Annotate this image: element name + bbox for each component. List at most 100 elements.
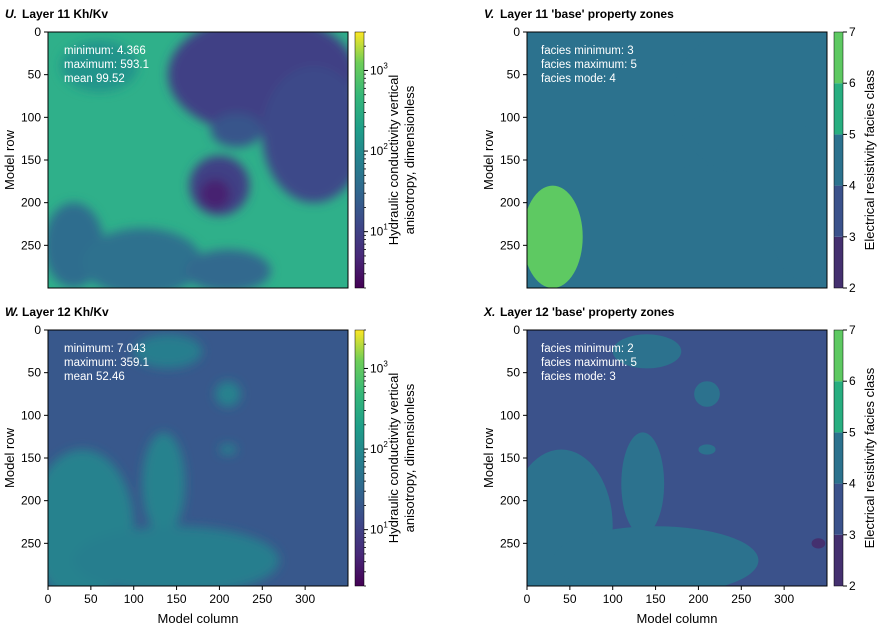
panel-w-region-6 — [133, 334, 203, 369]
panel-x-x-axis: 0 50 100 150 200 250 300 — [524, 586, 794, 606]
colorbar-tick-label: 5 — [849, 127, 856, 141]
y-tick-label: 0 — [513, 323, 520, 337]
x-tick-label: 0 — [45, 592, 52, 606]
panel-v-title: V. Layer 11 'base' property zones — [484, 7, 674, 21]
panel-v-colorbar-frame — [833, 31, 844, 289]
panel-x-y-axis: 0 50 100 150 200 250 — [500, 323, 527, 550]
panel-v-region-3 — [668, 164, 729, 224]
colorbar-tick-label: 7 — [849, 323, 856, 337]
colorbar-tick-label: 4 — [849, 477, 856, 491]
y-tick-label: 250 — [500, 536, 520, 550]
colorbar-class-swatch — [834, 236, 843, 288]
y-tick-label: 200 — [500, 196, 520, 210]
panel-w-colorbar-ticks: 101 102 103 — [364, 329, 388, 587]
x-tick-label: 200 — [688, 592, 708, 606]
y-tick-label: 150 — [21, 153, 41, 167]
panel-u-colorbar-label-line2: anisotropy, dimensionless — [402, 85, 417, 234]
panel-u-stat-mean: mean 99.52 — [64, 73, 125, 85]
y-tick-label: 250 — [500, 238, 520, 252]
panel-x-letter: X. — [483, 305, 495, 319]
panel-v-colorbar-ticks: 2 3 4 5 6 7 — [843, 25, 856, 295]
panel-v-region-5 — [527, 185, 583, 288]
panel-u-title: U. Layer 11 Kh/Kv — [5, 7, 108, 21]
colorbar-class-swatch — [834, 185, 843, 237]
panel-x-region-2 — [621, 432, 665, 535]
panel-u-region-6 — [210, 113, 263, 148]
panel-u-region-3 — [262, 66, 348, 203]
x-tick-label: 250 — [252, 592, 272, 606]
panel-u-title-text: Layer 11 Kh/Kv — [22, 7, 108, 21]
colorbar-tick-label: 2 — [849, 579, 856, 593]
panel-u-colorbar-label: Hydraulic conductivity vertical anisotro… — [386, 75, 417, 246]
panel-v: V. Layer 11 'base' property zones 0 50 100… — [481, 7, 877, 295]
y-tick-label: 150 — [500, 153, 520, 167]
panel-v-stat-min: facies minimum: 3 — [541, 45, 634, 57]
y-tick-label: 150 — [500, 451, 520, 465]
y-tick-label: 0 — [34, 323, 41, 337]
panel-w-x-axis: 0 50 100 150 200 250 300 — [45, 586, 315, 606]
panel-x-title: X. Layer 12 'base' property zones — [483, 305, 675, 319]
panel-x-region-4 — [694, 381, 720, 407]
colorbar-class-swatch — [834, 330, 843, 382]
panel-v-colorbar-label: Electrical resistivity facies class — [862, 69, 877, 250]
colorbar-class-swatch — [834, 534, 843, 586]
x-tick-label: 300 — [295, 592, 315, 606]
panel-w-stats: minimum: 7.043 maximum: 359.1 mean 52.46 — [64, 343, 149, 383]
colorbar-tick-label: 101 — [370, 521, 388, 537]
colorbar-class-swatch — [834, 83, 843, 135]
panel-u-region-9 — [185, 249, 271, 288]
x-tick-label: 50 — [84, 592, 98, 606]
colorbar-tick-label: 102 — [370, 440, 388, 456]
colorbar-tick-label: 103 — [370, 359, 388, 375]
panel-u-stats: minimum: 4.366 maximum: 593.1 mean 99.52 — [64, 45, 149, 85]
y-tick-label: 200 — [21, 494, 41, 508]
panel-x-stat-mode: facies mode: 3 — [541, 371, 616, 383]
x-tick-label: 300 — [774, 592, 794, 606]
panel-u-letter: U. — [5, 7, 17, 21]
panel-w-colorbar-label: Hydraulic conductivity vertical anisotro… — [386, 373, 417, 544]
colorbar-tick-label: 102 — [370, 142, 388, 158]
panel-u-region-1 — [60, 40, 138, 92]
panel-w-stat-mean: mean 52.46 — [64, 371, 125, 383]
panel-w-region-3 — [73, 526, 280, 586]
panel-w-colorbar — [354, 329, 365, 587]
panel-u-stat-min: minimum: 4.366 — [64, 45, 146, 57]
panel-u-colorbar — [354, 31, 365, 289]
panel-x-stat-max: facies maximum: 5 — [541, 357, 637, 369]
panel-x-colorbar — [834, 330, 843, 586]
panel-u-ylabel: Model row — [2, 129, 17, 190]
panel-v-stat-max: facies maximum: 5 — [541, 59, 637, 71]
panel-v-letter: V. — [484, 7, 494, 21]
panel-w-stat-max: maximum: 359.1 — [64, 357, 149, 369]
panel-v-stats: facies minimum: 3 facies maximum: 5 faci… — [541, 45, 637, 85]
y-tick-label: 50 — [507, 68, 521, 82]
colorbar-class-swatch — [834, 134, 843, 186]
y-tick-label: 0 — [34, 25, 41, 39]
colorbar-tick-label: 3 — [849, 528, 856, 542]
panel-w: W. Layer 12 Kh/Kv 0 50 100 150 200 250 0 50 100… — [2, 305, 417, 626]
colorbar-tick-label: 3 — [849, 230, 856, 244]
panel-w-colorbar-label-line2: anisotropy, dimensionless — [402, 383, 417, 532]
x-tick-label: 150 — [167, 592, 187, 606]
colorbar-tick-label: 7 — [849, 25, 856, 39]
panel-v-y-axis: 0 50 100 150 200 250 — [500, 25, 527, 252]
colorbar-class-swatch — [834, 32, 843, 84]
panel-x-colorbar-label: Electrical resistivity facies class — [862, 367, 877, 548]
panel-v-region-4 — [685, 114, 737, 146]
panel-x: X. Layer 12 'base' property zones 050100… — [481, 305, 877, 626]
colorbar-class-swatch — [834, 432, 843, 484]
colorbar-class-swatch — [834, 483, 843, 535]
panel-x-region-6 — [612, 334, 682, 369]
panel-x-region-5 — [698, 444, 716, 455]
panel-x-region-3 — [552, 526, 759, 586]
panel-v-colorbar — [834, 32, 843, 288]
panel-w-stat-min: minimum: 7.043 — [64, 343, 146, 355]
x-tick-label: 250 — [731, 592, 751, 606]
x-tick-label: 200 — [209, 592, 229, 606]
panel-x-colorbar-ticks: 2 3 4 5 6 7 — [843, 323, 856, 593]
panel-x-stats: facies minimum: 2 facies maximum: 5 faci… — [541, 343, 637, 383]
panel-w-title: W. Layer 12 Kh/Kv — [5, 305, 109, 319]
panel-u-stat-max: maximum: 593.1 — [64, 59, 149, 71]
panel-w-ylabel: Model row — [2, 427, 17, 488]
